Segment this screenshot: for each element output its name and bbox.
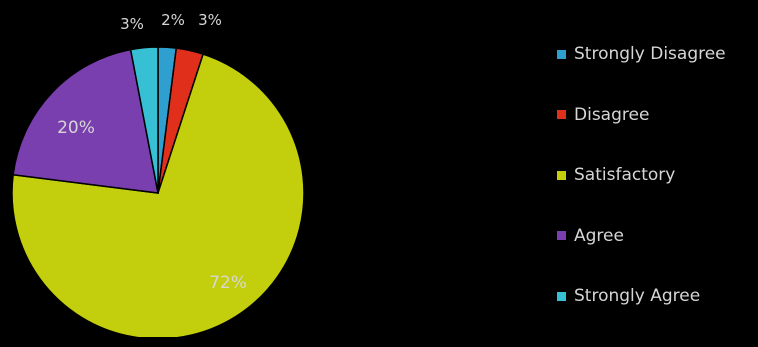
legend-item-satisfactory: Satisfactory — [557, 165, 726, 185]
legend-label: Disagree — [574, 104, 650, 125]
legend-label: Agree — [574, 225, 624, 246]
data-label-agree: 20% — [57, 118, 95, 138]
chart-legend: Strongly Disagree Disagree Satisfactory Agr… — [557, 44, 726, 347]
legend-item-strongly-disagree: Strongly Disagree — [557, 44, 726, 64]
legend-item-disagree: Disagree — [557, 105, 726, 125]
legend-label: Satisfactory — [574, 165, 676, 185]
legend-item-agree: Agree — [557, 226, 726, 246]
data-label-disagree: 3% — [198, 11, 222, 29]
legend-swatch — [557, 291, 566, 301]
pie-slice-strongly-agree — [129, 46, 159, 194]
pie-chart: 2% 3% 72% 20% 3% — [11, 11, 305, 337]
data-label-satisfactory: 72% — [209, 273, 247, 293]
legend-swatch — [557, 49, 566, 59]
legend-swatch — [557, 110, 566, 119]
legend-swatch — [557, 170, 566, 180]
legend-item-strongly-agree: Strongly Agree — [557, 286, 726, 306]
pie-slice-satisfactory — [11, 53, 305, 337]
pie-slice-agree — [12, 48, 159, 194]
legend-label: Strongly Agree — [574, 286, 701, 306]
data-label-strongly-disagree: 2% — [161, 11, 185, 29]
legend-swatch — [557, 231, 566, 240]
legend-label: Strongly Disagree — [574, 44, 726, 64]
data-label-strongly-agree: 3% — [120, 15, 144, 33]
